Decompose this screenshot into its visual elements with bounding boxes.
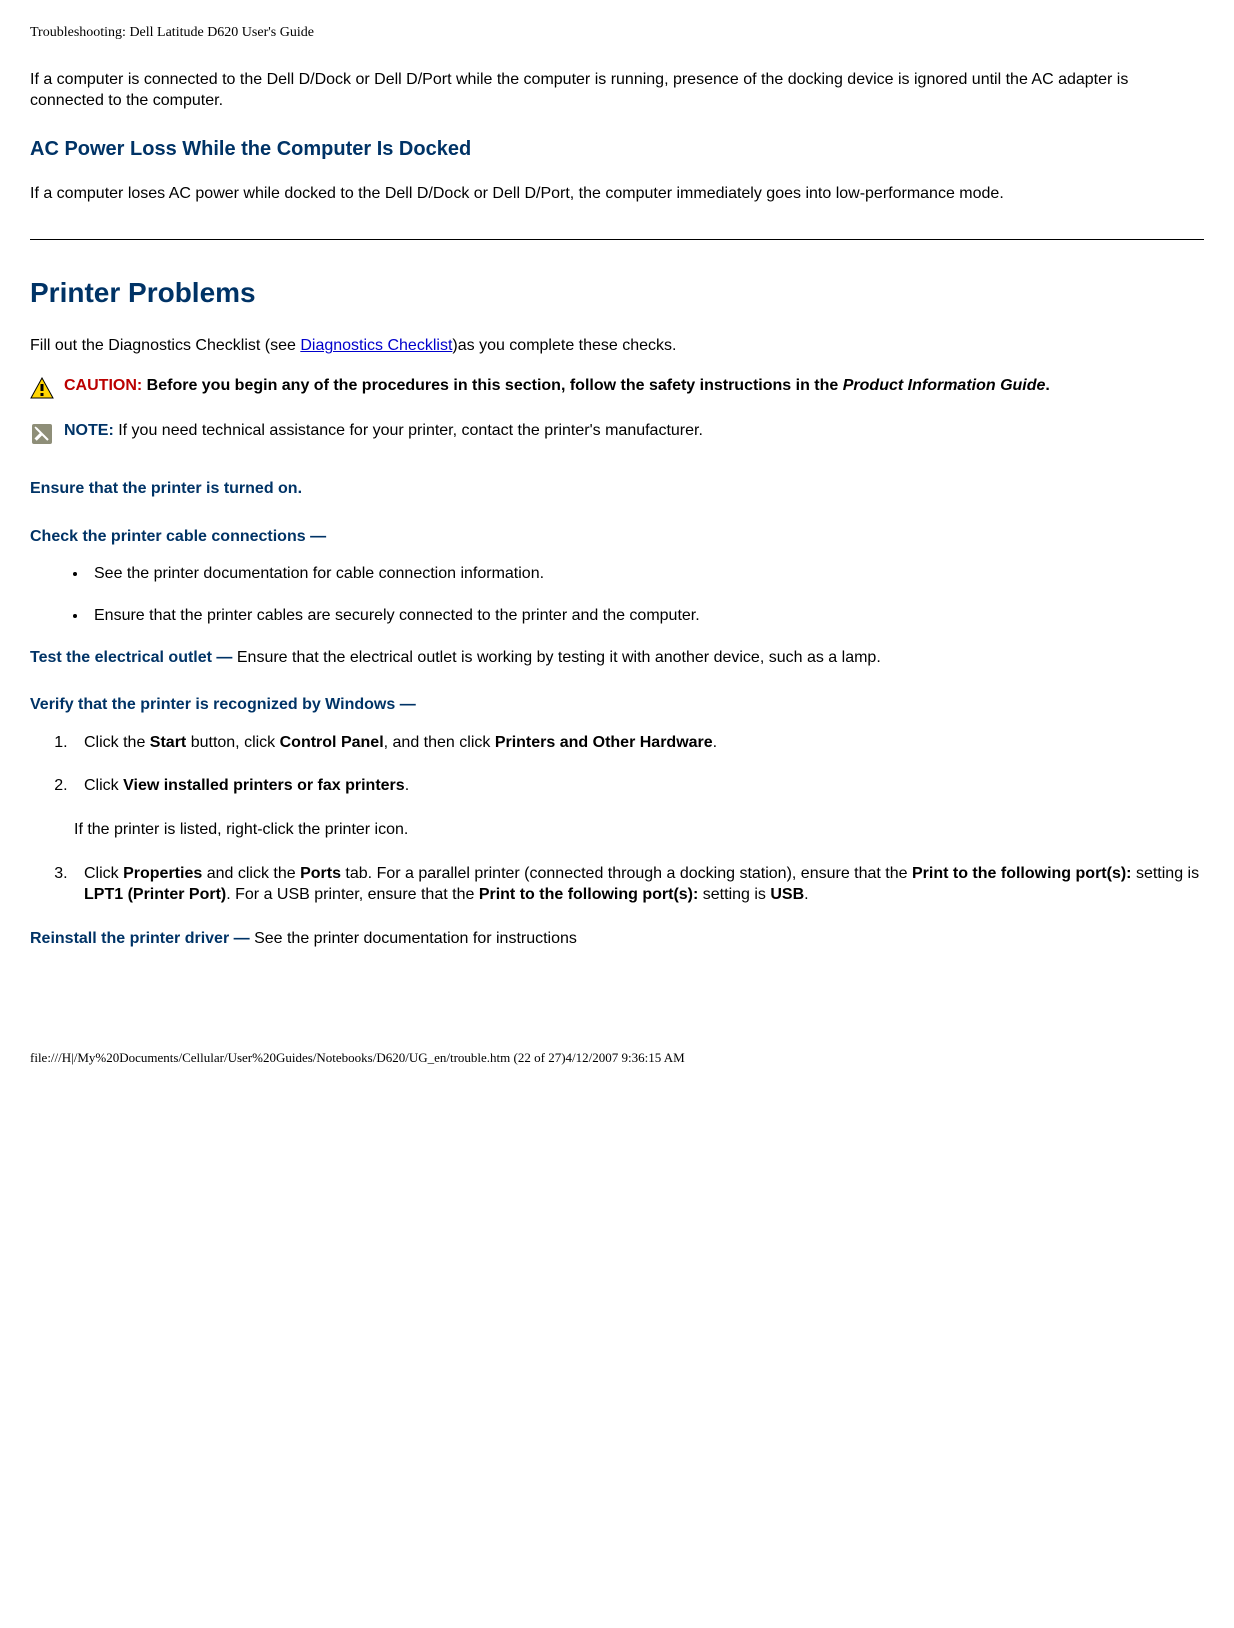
caution-callout: CAUTION: Before you begin any of the pro… (30, 375, 1204, 406)
step2-post: . (405, 777, 409, 794)
step3-b5: Print to the following port(s): (479, 886, 699, 903)
step3-mid4: . For a USB printer, ensure that the (226, 886, 479, 903)
caution-body-italic: Product Information Guide (843, 377, 1046, 394)
subhead-ensure-printer-on: Ensure that the printer is turned on. (30, 478, 1204, 500)
step3-b6: USB (770, 886, 804, 903)
step1-post: . (713, 734, 717, 751)
step3-post: . (804, 886, 808, 903)
step1-mid2: , and then click (384, 734, 495, 751)
note-text: NOTE: If you need technical assistance f… (64, 420, 1204, 442)
step1-b1: Start (150, 734, 186, 751)
subhead-reinstall-driver: Reinstall the printer driver — See the p… (30, 928, 1204, 950)
caution-label: CAUTION: (64, 377, 147, 394)
list-item: Click View installed printers or fax pri… (72, 775, 1204, 797)
paragraph-ac-power: If a computer loses AC power while docke… (30, 183, 1204, 205)
page-footer-path: file:///H|/My%20Documents/Cellular/User%… (30, 1049, 1204, 1067)
steps-list-cont: Click Properties and click the Ports tab… (72, 863, 1204, 906)
note-icon (30, 422, 58, 453)
heading-ac-power-loss: AC Power Loss While the Computer Is Dock… (30, 136, 1204, 163)
caution-body-pre: Before you begin any of the procedures i… (147, 377, 843, 394)
text-diag-pre: Fill out the Diagnostics Checklist (see (30, 337, 300, 354)
step1-mid1: button, click (186, 734, 279, 751)
step2-b1: View installed printers or fax printers (123, 777, 405, 794)
text-diag-post: )as you complete these checks. (452, 337, 676, 354)
page-header-title: Troubleshooting: Dell Latitude D620 User… (30, 24, 1204, 43)
paragraph-intro-1: If a computer is connected to the Dell D… (30, 69, 1204, 112)
note-label: NOTE: (64, 422, 118, 439)
step2-pre: Click (84, 777, 123, 794)
list-item: Click Properties and click the Ports tab… (72, 863, 1204, 906)
step3-b3: Print to the following port(s): (912, 865, 1132, 882)
cable-bullet-list: See the printer documentation for cable … (88, 563, 1204, 626)
note-callout: NOTE: If you need technical assistance f… (30, 420, 1204, 453)
list-item: See the printer documentation for cable … (88, 563, 1204, 585)
subhead-check-cable: Check the printer cable connections — (30, 526, 1204, 548)
reinstall-text: See the printer documentation for instru… (254, 930, 577, 947)
reinstall-label: Reinstall the printer driver — (30, 930, 254, 947)
step3-mid2: tab. For a parallel printer (connected t… (341, 865, 912, 882)
test-outlet-text: Ensure that the electrical outlet is wor… (237, 649, 881, 666)
step3-pre: Click (84, 865, 123, 882)
step3-b2: Ports (300, 865, 341, 882)
paragraph-diagnostics: Fill out the Diagnostics Checklist (see … (30, 335, 1204, 357)
step3-mid1: and click the (202, 865, 300, 882)
step3-b1: Properties (123, 865, 202, 882)
step3-mid5: setting is (698, 886, 770, 903)
link-diagnostics-checklist[interactable]: Diagnostics Checklist (300, 337, 452, 354)
list-item: Click the Start button, click Control Pa… (72, 732, 1204, 754)
step1-b3: Printers and Other Hardware (495, 734, 713, 751)
steps-list: Click the Start button, click Control Pa… (72, 732, 1204, 797)
caution-body-post: . (1045, 377, 1049, 394)
heading-printer-problems: Printer Problems (30, 274, 1204, 312)
list-item: Ensure that the printer cables are secur… (88, 605, 1204, 627)
step1-pre: Click the (84, 734, 150, 751)
step-note: If the printer is listed, right-click th… (74, 819, 1204, 841)
test-outlet-label: Test the electrical outlet — (30, 649, 237, 666)
section-divider (30, 239, 1204, 240)
step3-mid3: setting is (1132, 865, 1200, 882)
caution-icon (30, 377, 58, 406)
subhead-verify-windows: Verify that the printer is recognized by… (30, 694, 1204, 716)
step1-b2: Control Panel (280, 734, 384, 751)
step3-b4: LPT1 (Printer Port) (84, 886, 226, 903)
note-body: If you need technical assistance for you… (118, 422, 703, 439)
subhead-test-outlet: Test the electrical outlet — Ensure that… (30, 647, 1204, 669)
caution-text: CAUTION: Before you begin any of the pro… (64, 375, 1204, 397)
